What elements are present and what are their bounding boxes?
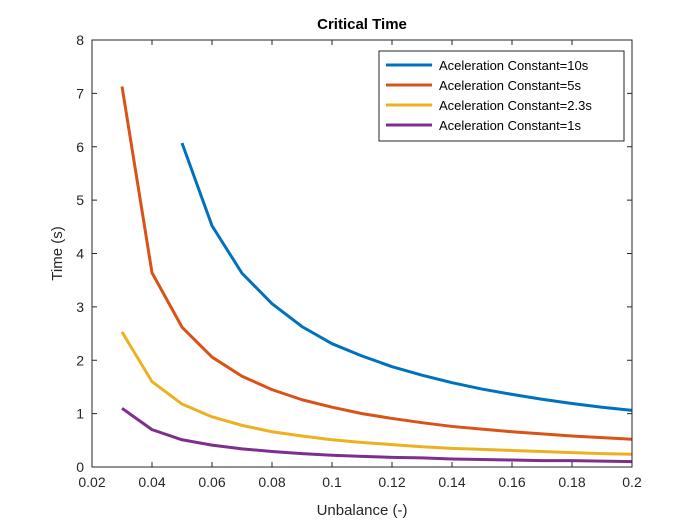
series-line-2 [120, 86, 633, 441]
chart-title: Critical Time [317, 16, 407, 33]
series-layer [120, 86, 633, 464]
y-tick-label: 7 [76, 85, 84, 101]
y-tick-label: 6 [76, 139, 84, 155]
x-tick-label: 0.02 [78, 474, 105, 490]
x-tick-label: 0.2 [622, 474, 642, 490]
legend-label: Aceleration Constant=5s [439, 78, 582, 93]
y-tick-label: 1 [76, 406, 84, 422]
x-tick-label: 0.04 [138, 474, 165, 490]
x-tick-label: 0.18 [558, 474, 585, 490]
x-tick-label: 0.1 [322, 474, 342, 490]
y-tick-label: 3 [76, 299, 84, 315]
x-tick-label: 0.14 [438, 474, 465, 490]
legend-label: Aceleration Constant=10s [439, 58, 589, 73]
y-tick-label: 5 [76, 192, 84, 208]
series-line-3 [120, 331, 633, 456]
legend-label: Aceleration Constant=2.3s [439, 98, 592, 113]
y-tick-label: 8 [76, 32, 84, 48]
y-axis-label: Time (s) [49, 226, 66, 280]
series-line-4 [121, 407, 633, 464]
x-tick-label: 0.12 [378, 474, 405, 490]
y-tick-label: 0 [76, 459, 84, 475]
legend-label: Aceleration Constant=1s [439, 118, 582, 133]
x-axis-label: Unbalance (-) [317, 502, 408, 519]
series-line-1 [180, 142, 633, 412]
legend: Aceleration Constant=10s Aceleration Cons… [378, 50, 625, 142]
y-tick-label: 4 [76, 246, 84, 262]
y-tick-label: 2 [76, 352, 84, 368]
axes-layer: 0.02 0.04 0.06 0.08 0.1 0.12 0.14 0.16 0.18 0.2 0 1… [76, 32, 642, 490]
x-tick-label: 0.06 [198, 474, 225, 490]
x-tick-label: 0.16 [498, 474, 525, 490]
x-tick-label: 0.08 [258, 474, 285, 490]
